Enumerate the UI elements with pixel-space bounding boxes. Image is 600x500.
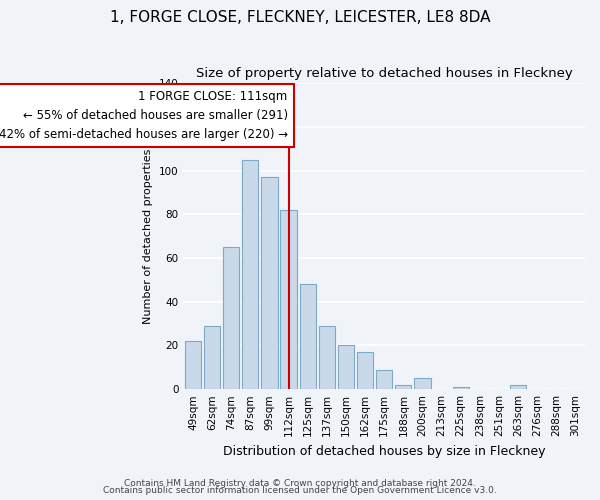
Bar <box>338 346 354 389</box>
Bar <box>395 385 412 389</box>
X-axis label: Distribution of detached houses by size in Fleckney: Distribution of detached houses by size … <box>223 444 545 458</box>
Bar <box>452 387 469 389</box>
Bar <box>415 378 431 389</box>
Text: 1, FORGE CLOSE, FLECKNEY, LEICESTER, LE8 8DA: 1, FORGE CLOSE, FLECKNEY, LEICESTER, LE8… <box>110 10 490 25</box>
Title: Size of property relative to detached houses in Fleckney: Size of property relative to detached ho… <box>196 68 572 80</box>
Bar <box>185 341 201 389</box>
Y-axis label: Number of detached properties: Number of detached properties <box>143 148 153 324</box>
Text: 1 FORGE CLOSE: 111sqm
← 55% of detached houses are smaller (291)
42% of semi-det: 1 FORGE CLOSE: 111sqm ← 55% of detached … <box>0 90 287 140</box>
Bar <box>299 284 316 389</box>
Bar <box>223 247 239 389</box>
Bar <box>262 177 278 389</box>
Bar <box>242 160 259 389</box>
Bar <box>319 326 335 389</box>
Text: Contains public sector information licensed under the Open Government Licence v3: Contains public sector information licen… <box>103 486 497 495</box>
Bar <box>204 326 220 389</box>
Text: Contains HM Land Registry data © Crown copyright and database right 2024.: Contains HM Land Registry data © Crown c… <box>124 478 476 488</box>
Bar <box>280 210 297 389</box>
Bar <box>376 370 392 389</box>
Bar <box>357 352 373 389</box>
Bar <box>510 385 526 389</box>
